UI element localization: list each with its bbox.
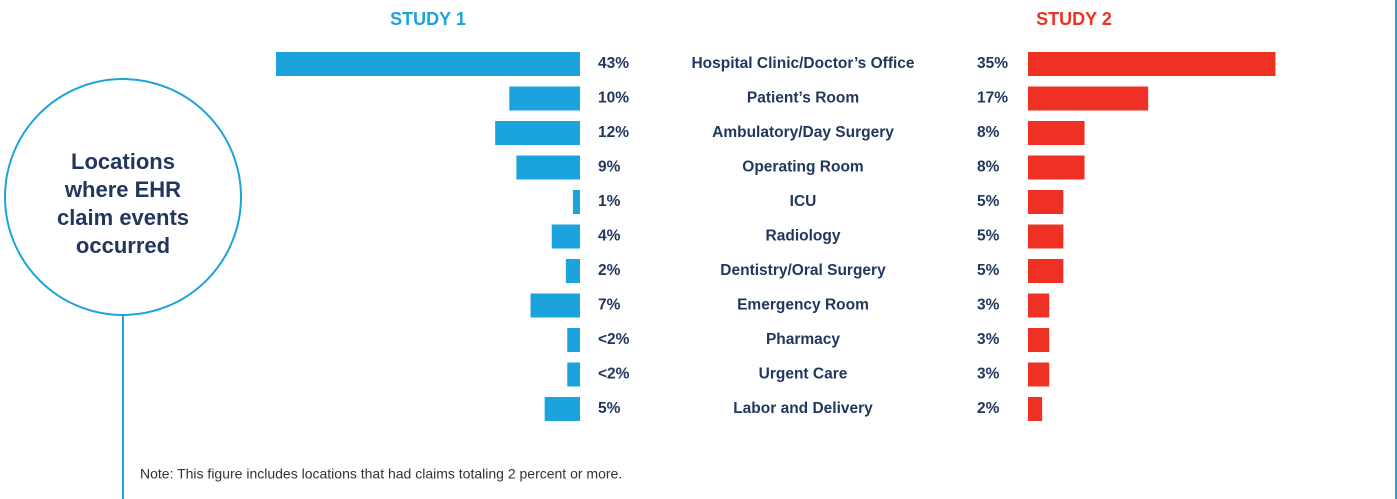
value-label: <2% (598, 331, 630, 348)
value-label: 35% (977, 55, 1008, 72)
bar (530, 293, 580, 318)
value-label: 9% (598, 159, 621, 176)
value-label: 17% (977, 90, 1008, 107)
bar (516, 155, 580, 180)
annotation-line: where EHR (64, 177, 181, 202)
bar (572, 190, 580, 214)
category-label: Urgent Care (759, 366, 848, 383)
bar (1028, 155, 1085, 180)
value-label: 2% (598, 262, 621, 279)
bar (1028, 121, 1085, 145)
series-title: STUDY 1 (390, 9, 466, 29)
annotation-line: Locations (71, 149, 175, 174)
value-label: 12% (598, 124, 629, 141)
bar (1028, 190, 1064, 214)
value-label: 5% (977, 228, 1000, 245)
bar (1028, 362, 1050, 387)
category-label: Hospital Clinic/Doctor’s Office (691, 55, 914, 72)
bar (544, 397, 580, 421)
value-label: 5% (977, 262, 1000, 279)
bar (1028, 397, 1043, 421)
bar (275, 52, 580, 76)
value-label: 43% (598, 55, 629, 72)
category-label: Labor and Delivery (733, 400, 873, 417)
category-label: Radiology (766, 228, 841, 245)
bar (551, 224, 580, 249)
note: Note: This figure includes locations tha… (140, 466, 622, 482)
bar (1028, 86, 1149, 111)
bar (495, 121, 580, 145)
value-label: 8% (977, 124, 1000, 141)
bar (1028, 52, 1276, 76)
annotation-line: occurred (76, 233, 170, 258)
bar (1028, 328, 1050, 352)
category-label: Dentistry/Oral Surgery (720, 262, 886, 279)
value-label: 7% (598, 297, 621, 314)
bar (1028, 293, 1050, 318)
value-label: 5% (598, 400, 621, 417)
category-label: ICU (790, 193, 817, 210)
annotation-line: claim events (57, 205, 189, 230)
bar (567, 328, 580, 352)
value-label: 5% (977, 193, 1000, 210)
category-label: Ambulatory/Day Surgery (712, 124, 894, 141)
value-label: 1% (598, 193, 621, 210)
category-label: Operating Room (742, 159, 863, 176)
bar (1028, 224, 1064, 249)
value-label: 3% (977, 331, 1000, 348)
bar (565, 259, 580, 283)
value-label: 3% (977, 366, 1000, 383)
value-label: 2% (977, 400, 1000, 417)
value-label: 4% (598, 228, 621, 245)
bar (567, 362, 580, 387)
value-label: 10% (598, 90, 629, 107)
series-title: STUDY 2 (1036, 9, 1112, 29)
category-label: Patient’s Room (747, 90, 859, 107)
category-label: Pharmacy (766, 331, 840, 348)
bar (509, 86, 580, 111)
value-label: 3% (977, 297, 1000, 314)
value-label: <2% (598, 366, 630, 383)
category-label: Emergency Room (737, 297, 869, 314)
value-label: 8% (977, 159, 1000, 176)
bar (1028, 259, 1064, 283)
